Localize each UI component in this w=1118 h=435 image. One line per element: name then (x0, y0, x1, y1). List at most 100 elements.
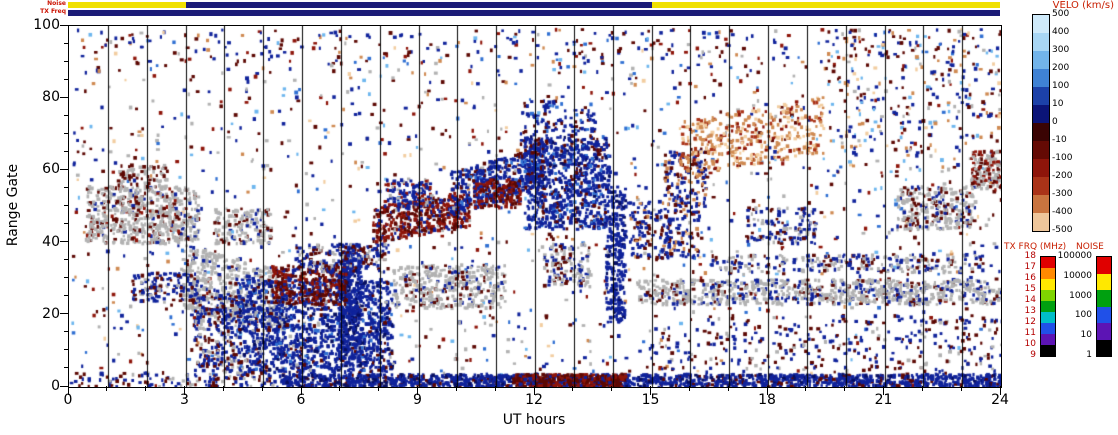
colorbar-segment (1041, 345, 1055, 356)
colorbar-tick-label: 1 (1086, 350, 1092, 360)
colorbar-segment (1041, 268, 1055, 279)
colorbar-segment (1033, 213, 1049, 231)
x-tick (572, 386, 574, 391)
y-tick (60, 385, 68, 387)
x-tick (960, 386, 962, 391)
txfreq-strip-label: TX Freq (40, 8, 66, 15)
x-tick (417, 386, 418, 395)
colorbar-segment (1097, 273, 1111, 290)
y-tick (64, 223, 68, 225)
colorbar-tick-label: 300 (1052, 45, 1070, 55)
x-tick (611, 386, 613, 391)
colorbar (1040, 256, 1056, 357)
y-tick (64, 205, 68, 206)
colorbar-segment (1041, 334, 1055, 345)
x-tick (650, 386, 651, 395)
x-tick (727, 386, 729, 391)
x-tick (533, 386, 535, 395)
colorbar-tick-label: 16 (1024, 273, 1036, 283)
colorbar-tick-label: 9 (1030, 350, 1036, 360)
x-tick-label: 3 (180, 392, 189, 408)
colorbar-segment (1033, 69, 1049, 87)
y-tick-label: 60 (42, 161, 60, 178)
colorbar-segment (1097, 323, 1111, 340)
y-tick (60, 96, 68, 98)
x-tick (261, 386, 263, 391)
x-tick (67, 386, 69, 395)
y-tick-label: 40 (42, 233, 60, 250)
colorbar-tick-label: -10 (1052, 135, 1067, 145)
y-tick (64, 277, 68, 279)
colorbar-tick-label: 10 (1052, 99, 1064, 109)
x-tick-label: 0 (63, 392, 73, 408)
colorbar-segment (1097, 306, 1111, 323)
x-tick-label: 6 (296, 392, 306, 408)
y-tick (64, 259, 68, 261)
y-tick (60, 313, 68, 315)
colorbar-tick-label: 10 (1080, 330, 1092, 341)
y-tick (64, 367, 68, 369)
x-tick (883, 386, 884, 395)
colorbar-tick-label: 100 (1074, 310, 1092, 321)
x-tick (378, 386, 380, 391)
colorbar-tick-label: 11 (1024, 328, 1036, 338)
x-tick (494, 386, 496, 391)
noise-strip (68, 2, 1000, 8)
colorbar-segment (1033, 177, 1049, 195)
x-tick (766, 386, 768, 395)
x-tick (106, 386, 108, 391)
colorbar-tick-label: 15 (1024, 284, 1036, 294)
x-tick (688, 386, 690, 391)
y-tick (64, 132, 68, 134)
colorbar-tick-label: -400 (1052, 207, 1073, 217)
colorbar (1032, 14, 1050, 232)
colorbar-segment (1033, 141, 1049, 159)
txfreq-strip (68, 10, 1000, 16)
colorbar-tick-label: 500 (1052, 9, 1070, 19)
y-tick (64, 295, 68, 297)
colorbar-segment (1097, 290, 1111, 307)
y-tick-label: 0 (51, 378, 60, 394)
colorbar-tick-label: -500 (1052, 225, 1073, 235)
x-tick-label: 15 (641, 392, 660, 408)
colorbar-segment (1033, 15, 1049, 33)
y-tick (60, 24, 68, 26)
noise-strip-label: Noise (47, 0, 66, 7)
colorbar-tick-label: 12 (1024, 317, 1036, 327)
strip-segment (652, 2, 1000, 8)
colorbar-segment (1041, 257, 1055, 268)
x-tick (300, 386, 302, 395)
colorbar-segment (1033, 159, 1049, 177)
x-tick (145, 386, 147, 391)
colorbar-tick-label: -300 (1052, 189, 1073, 199)
rti-scatter-canvas (69, 26, 1001, 387)
colorbar-segment (1033, 51, 1049, 69)
noise-colorbar-title: NOISE (1076, 242, 1104, 252)
colorbar-tick-label: 17 (1024, 262, 1036, 272)
x-tick (339, 386, 341, 391)
colorbar-tick-label: 13 (1024, 306, 1036, 316)
x-tick-label: 24 (991, 392, 1009, 408)
colorbar-segment (1041, 323, 1055, 334)
colorbar-tick-label: -100 (1052, 153, 1073, 163)
y-tick (64, 78, 68, 80)
y-tick-label: 20 (42, 305, 60, 322)
colorbar-segment (1041, 312, 1055, 323)
colorbar-segment (1041, 301, 1055, 312)
x-tick (844, 386, 846, 391)
colorbar-tick-label: -200 (1052, 171, 1073, 181)
strip-segment (68, 2, 187, 8)
x-tick-label: 12 (525, 392, 543, 408)
x-tick-label: 18 (758, 392, 776, 408)
y-tick (64, 150, 68, 152)
y-tick-label: 80 (42, 89, 60, 106)
colorbar-tick-label: 0 (1052, 117, 1058, 127)
colorbar-segment (1097, 257, 1111, 274)
y-tick (64, 60, 68, 62)
colorbar-segment (1033, 105, 1049, 123)
colorbar (1096, 256, 1112, 357)
colorbar-segment (1033, 195, 1049, 213)
txfrq-colorbar-title: TX FRQ (MHz) (1004, 242, 1067, 252)
x-tick-label: 21 (874, 392, 893, 408)
colorbar-segment (1033, 123, 1049, 141)
